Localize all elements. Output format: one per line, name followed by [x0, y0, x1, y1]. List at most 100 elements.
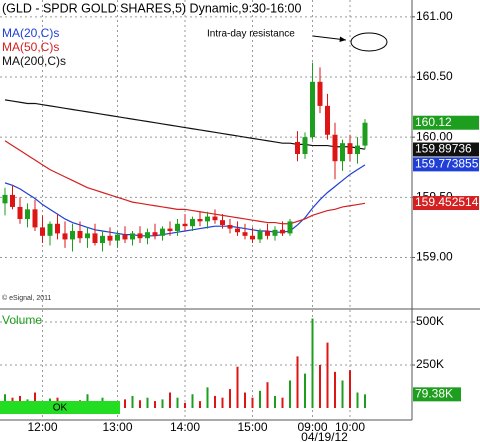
volume-bar — [266, 382, 269, 408]
chart-title: (GLD - SPDR GOLD SHARES,5) Dynamic,9:30-… — [2, 1, 301, 15]
volume-bar — [356, 392, 359, 408]
x-date-label: 04/19/12 — [301, 430, 348, 442]
volume-bar — [169, 392, 171, 408]
volume-bar — [124, 399, 126, 408]
volume-last-label: 79.38K — [415, 387, 453, 401]
candle-body — [317, 81, 323, 106]
volume-bar — [236, 366, 239, 408]
volume-bar — [214, 395, 216, 408]
candle-body — [32, 209, 38, 228]
x-tick-label: 10:00 — [335, 420, 365, 434]
candle-body — [340, 143, 345, 162]
volume-bar — [349, 370, 351, 408]
candle-body — [175, 223, 180, 231]
candle-body — [295, 141, 300, 154]
volume-bar — [34, 392, 36, 408]
volume-bar — [289, 380, 291, 408]
volume-bar — [259, 390, 261, 408]
volume-bar — [139, 400, 141, 408]
candle-body — [17, 206, 23, 219]
candle-body — [2, 194, 8, 204]
ma-last-label: 159.452514 — [415, 195, 479, 209]
legend-entry: MA(50,C)s — [2, 40, 59, 54]
candle-body — [145, 232, 150, 239]
candle-body — [302, 137, 308, 154]
candle-body — [272, 229, 278, 236]
x-tick-label: 13:00 — [102, 420, 132, 434]
volume-bar — [326, 342, 329, 408]
ma-last-label-box — [413, 157, 479, 172]
candle-body — [167, 228, 173, 231]
candle-body — [205, 216, 210, 222]
volume-bar — [161, 399, 164, 408]
candle-body — [100, 235, 105, 244]
annotation-arrowhead — [339, 36, 346, 42]
volume-bar — [229, 389, 231, 408]
y-tick-label: 161.00 — [416, 9, 453, 23]
ma-last-label-box — [413, 142, 479, 157]
candle-body — [287, 221, 293, 234]
candle-body — [227, 224, 233, 229]
volume-bar — [206, 387, 209, 408]
y-tick-label: 160.00 — [416, 129, 453, 143]
candle-body — [92, 233, 98, 244]
y-tick-label: 500K — [416, 314, 444, 328]
y-tick-label: 160.50 — [416, 69, 453, 83]
candle-body — [212, 216, 218, 221]
volume-bar — [319, 364, 321, 408]
volume-bar — [131, 395, 134, 408]
candle-body — [197, 218, 203, 222]
candle-body — [347, 143, 353, 154]
x-tick-label: 09:00 — [297, 420, 327, 434]
status-text: OK — [53, 403, 68, 414]
candle-body — [55, 223, 60, 234]
candle-body — [242, 232, 248, 236]
candle-body — [152, 232, 158, 236]
x-tick-label: 12:00 — [27, 420, 57, 434]
status-bar — [0, 401, 120, 414]
candle-body — [130, 233, 135, 240]
candle-body — [265, 231, 270, 236]
y-tick-label: 159.00 — [416, 250, 453, 264]
copyright: © eSignal, 2011 — [2, 294, 52, 302]
annotation: Intra-day resistance — [207, 29, 295, 40]
candle-body — [47, 223, 53, 236]
volume-last-box — [413, 387, 461, 402]
volume-bar — [221, 397, 224, 408]
volume-bar — [146, 397, 149, 408]
volume-bar — [244, 392, 246, 408]
candle-body — [137, 233, 143, 239]
candle-body — [107, 235, 113, 241]
candle-body — [362, 122, 368, 146]
candle-body — [40, 227, 45, 236]
volume-bar — [364, 394, 366, 408]
candle-body — [160, 228, 165, 236]
candle-body — [280, 229, 285, 234]
candle-body — [10, 194, 15, 207]
candle-body — [115, 234, 120, 241]
candle-body — [25, 209, 30, 219]
x-tick-label: 15:00 — [237, 420, 267, 434]
legend-entry: MA(200,C)s — [2, 54, 66, 68]
candle-body — [325, 105, 330, 135]
last-close-label-box — [413, 115, 479, 130]
volume-bar — [296, 356, 299, 408]
volume-bar — [191, 394, 194, 408]
y-tick-label: 250K — [416, 357, 444, 371]
candle-body — [250, 235, 255, 240]
volume-bar — [281, 397, 284, 408]
candle-body — [122, 234, 128, 240]
legend-entry: MA(20,C)s — [2, 26, 59, 40]
ma-last-label-box — [413, 196, 479, 211]
volume-bar — [341, 380, 344, 408]
ma-last-label: 159.89736 — [415, 142, 472, 156]
volume-title: Volume — [2, 313, 42, 327]
candle-body — [235, 228, 240, 233]
volume-bar — [274, 395, 276, 408]
ma-line — [4, 140, 366, 225]
candle-body — [332, 134, 338, 162]
volume-bar — [199, 401, 201, 408]
candle-body — [77, 231, 83, 239]
